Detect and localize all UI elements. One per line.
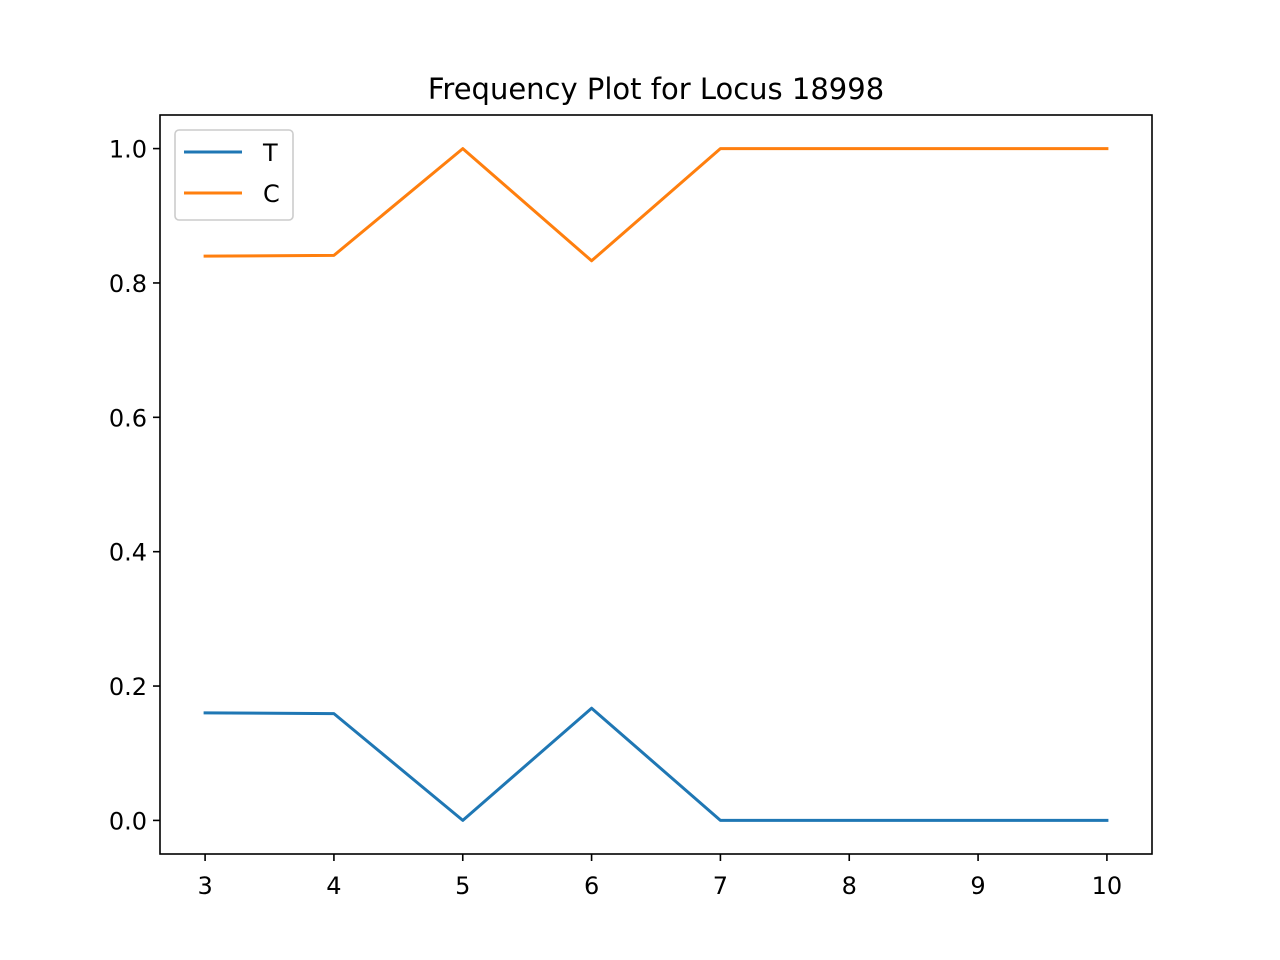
legend-label-c: C: [263, 180, 280, 208]
y-tick-label: 0.0: [109, 807, 147, 835]
x-tick-label: 6: [584, 872, 599, 900]
y-axis: 0.0 0.2 0.4 0.6 0.8 1.0: [109, 136, 160, 835]
y-tick-label: 0.6: [109, 404, 147, 432]
x-tick-label: 5: [455, 872, 470, 900]
axes-frame: [159, 114, 1153, 855]
legend-label-t: T: [262, 139, 278, 167]
x-tick-label: 3: [197, 872, 212, 900]
x-tick-label: 4: [326, 872, 341, 900]
chart-title: Frequency Plot for Locus 18998: [428, 72, 884, 106]
series-line-t: [203, 706, 1109, 822]
y-tick-label: 1.0: [109, 136, 147, 164]
y-tick-label: 0.2: [109, 673, 147, 701]
y-tick-label: 0.4: [109, 539, 147, 567]
plot-area: [203, 147, 1109, 822]
x-axis: 3 4 5 6 7 8 9 10: [197, 854, 1122, 900]
x-tick-label: 7: [713, 872, 728, 900]
x-tick-label: 10: [1092, 872, 1123, 900]
series-line-c: [203, 147, 1109, 263]
x-tick-label: 8: [842, 872, 857, 900]
x-tick-label: 9: [970, 872, 985, 900]
legend: T C: [174, 129, 294, 221]
y-tick-label: 0.8: [109, 270, 147, 298]
